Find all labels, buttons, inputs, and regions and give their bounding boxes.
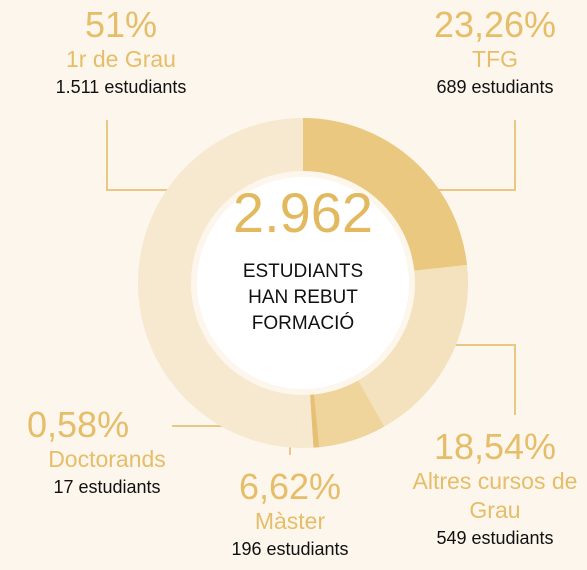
center-value: 2.962 [233,181,373,244]
donut-segment [358,264,468,427]
segment-label: 51% 1r de Grau 1.511 estudiants [21,5,221,100]
category-label: Altres cursos de Grau [412,468,578,523]
segment-label: 23,26% TFG 689 estudiants [395,5,587,100]
category-label: Doctorands [48,446,166,472]
donut-segment [303,118,468,271]
count-label: 196 estudiants [231,539,349,559]
count-label: 549 estudiants [436,528,554,548]
percent-label: 51% [84,4,158,45]
category-label: TFG [472,46,518,72]
segment-label: 6,62% Màster 196 estudiants [190,467,390,562]
center-text: ESTUDIANTS [243,261,363,282]
percent-label: 23,26% [433,4,557,45]
percent-label: 18,54% [433,426,557,467]
percent-label: 0,58% [27,404,130,445]
donut-segment [310,394,320,448]
count-label: 17 estudiants [53,477,161,497]
donut-segment [314,380,385,448]
count-label: 689 estudiants [436,77,554,97]
segment-label: 0,58% Doctorands 17 estudiants [7,405,207,500]
category-label: Màster [254,508,326,534]
segment-label: 18,54% Altres cursos de Grau 549 estudiant… [410,427,580,551]
leader-line [106,120,180,191]
count-label: 1.511 estudiants [55,77,187,97]
category-label: 1r de Grau [66,46,176,72]
center-text: FORMACIÓ [252,312,354,334]
center-text: HAN REBUT [248,287,358,308]
donut-segment [137,118,314,449]
percent-label: 6,62% [238,466,342,507]
leader-line [425,120,516,191]
center-disc [197,177,409,389]
